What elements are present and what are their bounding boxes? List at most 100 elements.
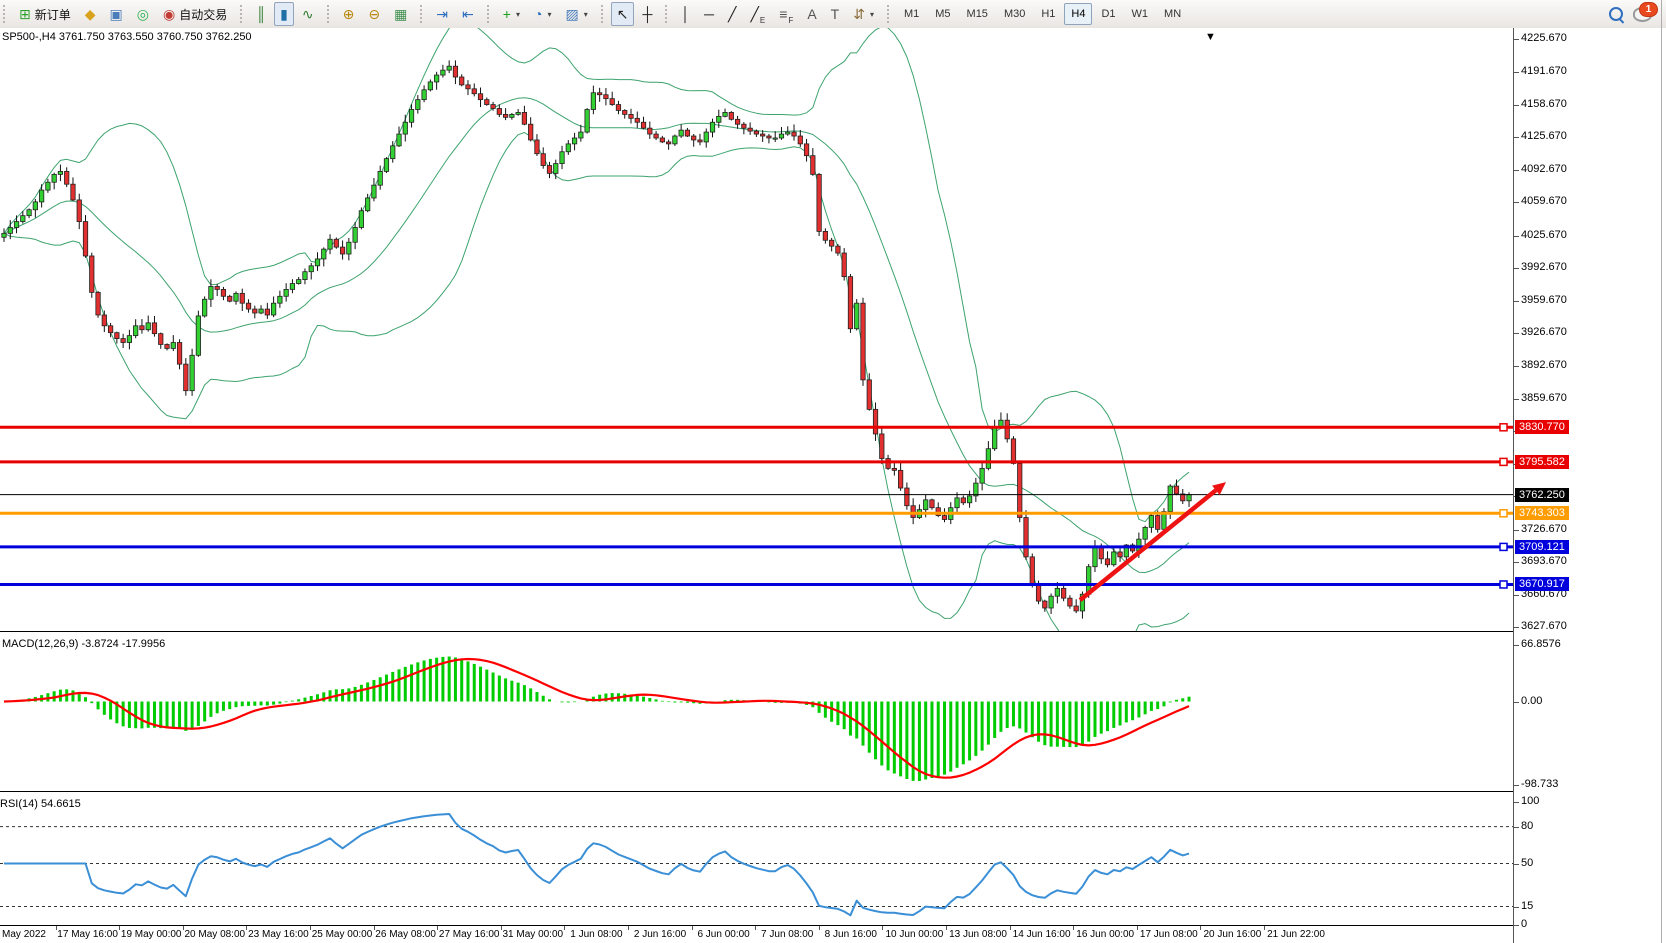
- timeframe-d1[interactable]: D1: [1101, 8, 1116, 20]
- chat-icon[interactable]: 1: [1633, 1, 1658, 22]
- tile-windows-button[interactable]: ▦: [388, 2, 413, 26]
- chart-shift-button[interactable]: ⇤: [456, 2, 480, 26]
- main-chart-pane[interactable]: ▼ SP500-,H4 3761.750 3763.550 3760.750 3…: [0, 28, 1513, 631]
- candle-body: [891, 467, 897, 471]
- candle-body: [465, 84, 471, 90]
- horizontal-line-button[interactable]: ─: [698, 2, 720, 26]
- candle-body: [383, 158, 390, 172]
- time-tick-label: 7 Jun 08:00: [761, 929, 814, 940]
- candle-body: [778, 133, 785, 139]
- candle-body: [233, 292, 239, 302]
- time-tick-label: 17 May 16:00: [57, 929, 118, 940]
- group-drag-handle[interactable]: [240, 5, 246, 23]
- current-price-label: 3762.250: [1515, 487, 1569, 502]
- rsi-pane[interactable]: RSI(14) 54.6615: [0, 795, 1513, 925]
- timeframe-h4[interactable]: H4: [1064, 3, 1093, 25]
- candle-body: [358, 210, 364, 228]
- auto-scroll-icon: ⇥: [436, 6, 449, 22]
- group-drag-handle[interactable]: [600, 5, 607, 23]
- time-axis[interactable]: May 2022 17 May 16:00 19 May 00:00 20 May 0…: [0, 926, 1513, 943]
- rsi-tick-label: 15: [1513, 899, 1534, 912]
- candle-body: [459, 76, 465, 86]
- crosshair-button[interactable]: ┼: [636, 2, 658, 26]
- arrows-button[interactable]: ⇵ ▾: [847, 2, 880, 26]
- channel-button[interactable]: ╱ E: [744, 2, 771, 26]
- templates-button[interactable]: ▨ ▾: [559, 2, 593, 26]
- autotrading-button[interactable]: ◉ 自动交易: [157, 2, 233, 26]
- candle-body: [910, 505, 916, 518]
- candle-body: [484, 99, 490, 105]
- candle-body: [277, 295, 283, 304]
- timeframe-m5[interactable]: M5: [935, 8, 951, 20]
- zoom-out-button[interactable]: ⊖: [362, 2, 386, 26]
- candle-body: [1061, 587, 1067, 599]
- zoom-group: ⊕ ⊖ ▦: [324, 0, 418, 28]
- search-icon[interactable]: [1609, 7, 1623, 21]
- candle-body: [258, 308, 264, 314]
- auto-scroll-button[interactable]: ⇥: [430, 2, 454, 26]
- dropdown-caret-icon[interactable]: ▾: [515, 9, 520, 19]
- candle-body: [973, 482, 979, 497]
- candle-body: [7, 227, 13, 234]
- dropdown-caret-icon[interactable]: ▾: [869, 9, 874, 19]
- candle-body: [502, 113, 509, 118]
- candle-body: [264, 308, 270, 316]
- timeframe-w1[interactable]: W1: [1131, 8, 1149, 20]
- toolbar-groups: ⊞ 新订单 ◆ ▣ ◎ ◉ 自动交易 ║ ▮ ∿ ⊕ ⊖ ▦ ⇥ ⇤ + ▾ ◔ ▾ ▨ ▾ ↖ ┼ │ ─ ╱ ╱ E ≡ F A T ⇵ ▾ M…: [0, 0, 1192, 28]
- group-drag-handle[interactable]: [886, 5, 893, 23]
- text-label-button[interactable]: T: [825, 2, 846, 26]
- vline-icon: │: [681, 6, 691, 22]
- vertical-line-button[interactable]: │: [675, 2, 696, 26]
- bar-chart-button[interactable]: ║: [250, 2, 272, 26]
- group-drag-handle[interactable]: [420, 5, 426, 23]
- candle-body: [1180, 493, 1186, 502]
- candle-body: [170, 342, 176, 349]
- fibonacci-button[interactable]: ≡ F: [773, 2, 799, 26]
- candle-body: [728, 112, 734, 120]
- level-line-anchor: [1499, 580, 1508, 589]
- candle-body: [39, 189, 45, 203]
- trendline-button[interactable]: ╱: [722, 2, 742, 26]
- group-drag-handle[interactable]: [665, 5, 671, 23]
- candlestick-button[interactable]: ▮: [274, 2, 294, 26]
- cursor-button[interactable]: ↖: [610, 2, 635, 26]
- candle-body: [13, 221, 20, 228]
- candle-body: [1029, 556, 1035, 585]
- candle-body: [440, 69, 446, 76]
- timeframe-m1[interactable]: M1: [903, 8, 920, 20]
- data-window-button[interactable]: ▣: [104, 2, 129, 26]
- candles-icon: ▮: [280, 6, 288, 22]
- candle-body: [797, 135, 803, 145]
- timeframe-m15[interactable]: M15: [966, 8, 988, 20]
- cursor-icon: ↖: [616, 6, 629, 22]
- new-order-button[interactable]: ⊞ 新订单: [13, 2, 77, 26]
- line-chart-button[interactable]: ∿: [296, 2, 320, 26]
- candle-body: [1067, 597, 1073, 607]
- price-axis[interactable]: 4225.670 4191.670 4158.670 4125.670 4092.670…: [1513, 28, 1666, 943]
- time-tick-label: 31 May 00:00: [502, 929, 564, 940]
- dropdown-caret-icon[interactable]: ▾: [547, 9, 552, 19]
- candle-body: [509, 113, 515, 118]
- periods-button[interactable]: ◔ ▾: [528, 2, 557, 26]
- group-drag-handle[interactable]: [326, 5, 333, 23]
- candle-body: [559, 151, 565, 164]
- new-chart-button[interactable]: + ▾: [497, 2, 526, 26]
- price-tick-label: 3992.670: [1514, 261, 1567, 274]
- zoom-in-button[interactable]: ⊕: [337, 2, 361, 26]
- text-button[interactable]: A: [801, 2, 822, 26]
- market-watch-button[interactable]: ◆: [79, 2, 102, 26]
- group-drag-handle[interactable]: [486, 5, 493, 23]
- dropdown-caret-icon[interactable]: ▾: [583, 9, 588, 19]
- candle-body: [872, 408, 879, 435]
- monitor-icon: ▣: [109, 6, 123, 22]
- group-drag-handle[interactable]: [3, 5, 9, 23]
- candle-body: [296, 279, 302, 284]
- candle-body: [716, 115, 722, 123]
- timeframe-mn[interactable]: MN: [1164, 8, 1182, 20]
- candle-body: [145, 322, 151, 331]
- bollinger-middle-band: [3, 97, 1190, 574]
- macd-pane[interactable]: MACD(12,26,9) -3.8724 -17.9956: [0, 635, 1513, 791]
- signals-button[interactable]: ◎: [131, 2, 155, 26]
- timeframe-h1[interactable]: H1: [1041, 8, 1056, 20]
- timeframe-m30[interactable]: M30: [1003, 8, 1026, 20]
